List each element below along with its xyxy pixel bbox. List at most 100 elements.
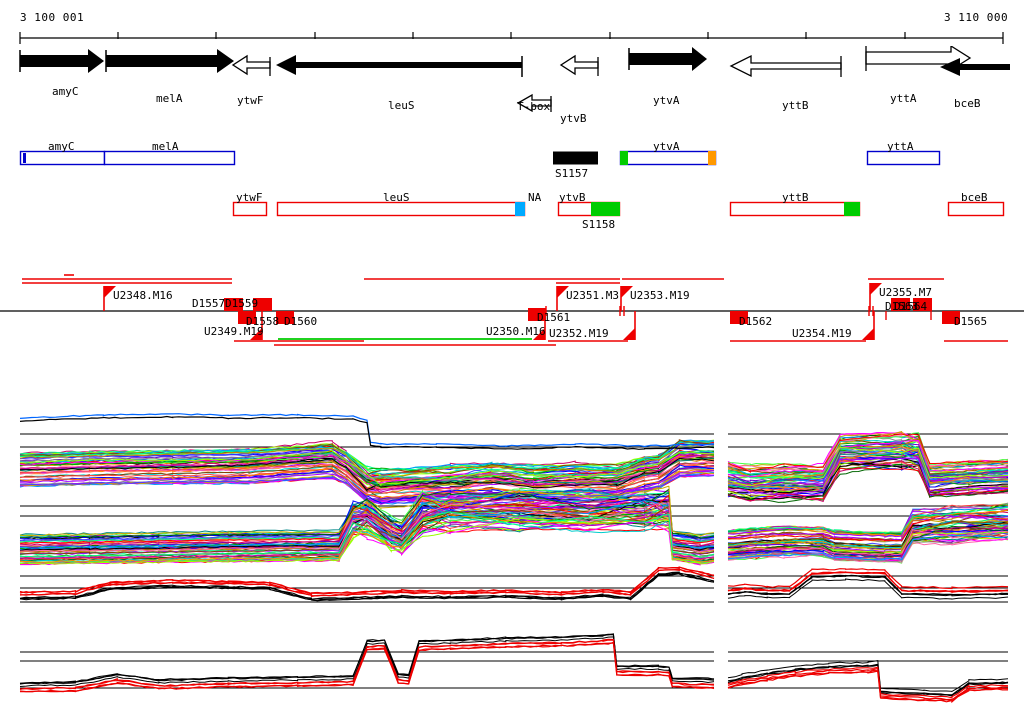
gene-arrow-amyc [19,49,104,73]
feature-box-ytvb [557,201,621,217]
transcript-label-d1563: D1563 [885,300,919,313]
expression-trace [19,573,715,602]
feature-label-mela: melA [152,140,179,153]
feature-label-ytta: yttA [887,140,914,153]
feature-box-leus [276,201,526,217]
expression-trace [19,470,715,510]
expression-trace [727,575,1009,597]
expression-trace [727,666,1009,699]
panel3-reference-lines [20,575,1008,603]
feature-box-ytva [619,150,717,166]
gene-arrow-ytvb [559,54,599,76]
feature-label-s1158: S1158 [582,218,616,231]
expression-trace [727,439,1009,478]
expression-trace [727,571,1009,593]
feature-track-upper [19,150,941,166]
expression-trace [728,520,1009,551]
feature-box-ytwf [232,201,268,217]
expression-trace [727,459,1009,503]
gene-label-ytwf: ytwF [237,94,264,107]
expression-trace [19,449,715,487]
transcription-unit-track [0,274,1024,346]
feature-track-lower [232,201,1005,217]
expression-trace [727,571,1009,593]
transcript-label-d1564: D1564 [894,300,928,313]
gene-label-mela: melA [156,92,183,105]
transcript-d-blocks-upper [224,298,932,311]
expression-trace [727,526,1009,557]
expression-trace [19,494,715,545]
transcript-label-u2354: U2354.M19 [792,327,852,340]
feature-box-bceb [947,201,1005,217]
transcript-label-u2352: U2352.M19 [549,327,609,340]
transcript-label-d1558: D1558 [246,315,280,328]
coordinate-label-end: 3 110 000 [944,11,1009,24]
expression-trace [19,511,715,558]
gene-arrow-yttb [729,54,842,78]
expression-trace [19,470,715,505]
transcript-span-red-upper [22,274,944,284]
expression-trace [727,445,1009,487]
transcript-label-u2348: U2348.M16 [113,289,173,302]
gene-arrow-ytva [628,47,707,71]
expression-trace [19,494,715,542]
expression-trace [19,517,715,565]
feature-label-amyc: amyC [48,140,75,153]
transcript-label-u2349: U2349.M19 [204,325,264,338]
expression-trace [727,574,1009,596]
expression-trace [727,520,1009,549]
expression-trace [727,454,1009,499]
coordinate-ruler [19,32,1004,44]
expression-trace [727,528,1009,556]
feature-box-ytta [866,150,941,166]
transcript-label-u2350: U2350.M16 [486,325,546,338]
expression-trace [727,660,1009,693]
feature-box-yttb [729,201,861,217]
expression-trace [19,513,715,562]
feature-label-s1157: S1157 [555,167,589,180]
transcript-baseline-markers [240,306,932,320]
expression-trace [19,451,715,488]
gene-arrow-track [19,46,1010,113]
expression-trace [727,456,1008,494]
feature-label-na: NA [528,191,542,204]
gene-arrow-bceb [940,58,1010,76]
expression-trace [727,506,1009,534]
expression-trace [19,499,715,549]
transcript-label-d1557: D1557 [192,297,226,310]
feature-label-yttb: yttB [782,191,809,204]
expression-trace [727,446,1008,490]
expression-trace [19,497,715,547]
expression-trace [19,452,715,491]
expression-trace [727,437,1009,478]
expression-trace [19,633,715,685]
expression-trace [727,432,1009,470]
expression-trace [727,578,1009,600]
gene-arrow-mela [105,49,234,73]
gene-arrow-leus [276,55,523,77]
transcript-label-d1562: D1562 [739,315,773,328]
feature-label-ytva: ytvA [653,140,680,153]
transcript-label-d1565: D1565 [954,315,988,328]
gene-label-leus: leuS [388,99,415,112]
transcript-span-red-lower [234,340,1008,346]
gene-label-bceb: bceB [954,97,981,110]
expression-trace [19,638,715,690]
transcript-label-u2351: U2351.M3 [566,289,619,302]
expression-trace [727,446,1009,487]
transcript-label-d1561: D1561 [537,311,571,324]
transcript-label-u2355: U2355.M7 [879,286,932,299]
gene-arrow-ytwf [231,54,271,76]
gene-arrow-tbox [516,93,552,113]
gene-label-tbox: T-box [517,100,551,113]
feature-label-ytwf: ytwF [236,191,263,204]
expression-trace [727,433,1009,473]
expression-trace [727,438,1009,476]
gene-label-amyc: amyC [52,85,79,98]
expression-trace [727,537,1009,564]
expression-trace [727,534,1009,561]
transcript-up-flags [103,283,882,311]
gene-label-yttb: yttB [782,99,809,112]
transcript-label-u2353: U2353.M19 [630,289,690,302]
expression-trace [19,451,715,487]
